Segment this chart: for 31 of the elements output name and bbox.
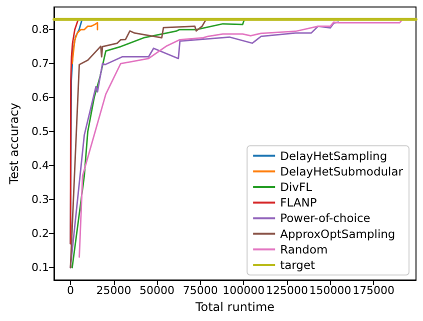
x-axis-title: Total runtime <box>194 300 275 314</box>
line-series <box>71 22 98 64</box>
legend-label: Power-of-choice <box>280 211 370 226</box>
line-series <box>71 18 246 268</box>
y-tick-label: 0.7 <box>32 57 49 70</box>
legend-label: ApproxOptSampling <box>280 226 396 241</box>
x-tick-label: 100000 <box>222 284 265 297</box>
legend-label: DelayHetSubmodular <box>280 164 404 178</box>
line-series <box>70 18 79 245</box>
y-tick-label: 0.6 <box>32 91 49 104</box>
line-series <box>70 18 207 268</box>
legend-label: DelayHetSampling <box>280 148 388 163</box>
y-tick-label: 0.5 <box>32 125 49 138</box>
line-series <box>78 20 402 258</box>
x-tick-label: 0 <box>66 284 74 297</box>
legend-label: Random <box>280 242 328 256</box>
legend-label: DivFL <box>280 180 313 194</box>
legend-label: target <box>280 258 316 272</box>
y-tick-label: 0.2 <box>32 227 49 240</box>
x-tick-label: 50000 <box>140 284 175 297</box>
x-tick-label: 175000 <box>352 284 395 297</box>
y-axis-title: Test accuracy <box>7 102 21 186</box>
y-tick-label: 0.1 <box>32 261 49 274</box>
x-tick-label: 75000 <box>182 284 218 297</box>
x-tick-label: 125000 <box>266 284 308 297</box>
legend-label: FLANP <box>280 196 317 210</box>
x-tick-label: 25000 <box>96 284 132 297</box>
y-tick-label: 0.3 <box>32 193 49 206</box>
y-tick-label: 0.8 <box>32 23 49 36</box>
y-tick-label: 0.4 <box>32 159 49 172</box>
x-tick-label: 150000 <box>309 284 352 297</box>
